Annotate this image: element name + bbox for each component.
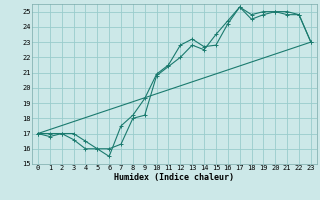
- X-axis label: Humidex (Indice chaleur): Humidex (Indice chaleur): [115, 173, 234, 182]
